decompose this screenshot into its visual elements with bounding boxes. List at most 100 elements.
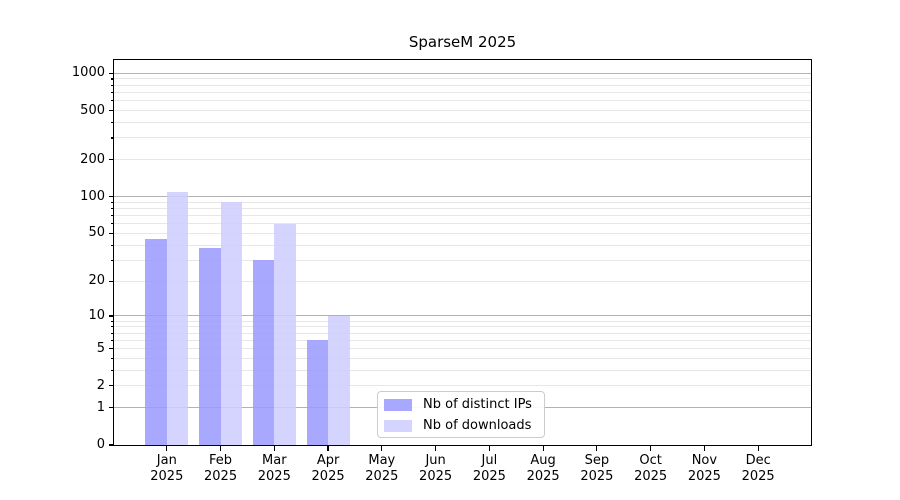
y-axis-minor-tick-800 [110,84,113,86]
gridline-minor-7 [114,332,811,334]
y-axis-tick-label-5: 5 [96,340,105,356]
y-axis-minor-tick-30 [110,259,113,261]
y-axis-tick-0 [108,444,113,446]
x-axis-tick-jan [166,446,168,451]
y-axis-tick-label-200: 200 [80,151,105,167]
y-axis-minor-tick-90 [110,201,113,203]
gridline-minor-90 [114,201,811,203]
legend-label-distinct-ips: Nb of distinct IPs [423,397,532,412]
legend-item-downloads: Nb of downloads [384,418,531,434]
x-axis-tick-label-mar: Mar 2025 [257,453,291,484]
gridline-minor-30 [114,259,811,261]
x-axis-tick-label-apr: Apr 2025 [311,453,345,484]
y-axis-minor-tick-3 [110,369,113,371]
x-axis-tick-may [381,446,383,451]
x-axis-tick-label-jun: Jun 2025 [419,453,453,484]
gridline-minor-4 [114,357,811,359]
y-axis-tick-20 [108,280,113,282]
y-axis-minor-tick-40 [110,244,113,246]
bar-downloads-apr [328,315,350,445]
y-axis-tick-label-2: 2 [96,377,105,393]
gridline-minor-70 [114,215,811,217]
x-axis-tick-sep [596,446,598,451]
bar-distinct-ips-feb [199,247,221,445]
x-axis-tick-dec [757,446,759,451]
x-axis-tick-apr [327,446,329,451]
gridline-minor-50 [114,232,811,234]
y-axis-tick-label-1: 1 [96,399,105,415]
y-axis-tick-label-500: 500 [80,102,105,118]
y-axis-minor-tick-400 [110,121,113,124]
chart-title: SparseM 2025 [408,33,517,51]
x-axis-tick-label-aug: Aug 2025 [526,453,560,484]
y-axis-minor-tick-900 [110,78,113,80]
x-axis-tick-label-feb: Feb 2025 [204,453,238,484]
legend-item-distinct-ips: Nb of distinct IPs [384,397,532,413]
gridline-minor-40 [114,244,811,246]
bar-distinct-ips-apr [306,340,329,445]
x-axis-tick-jul [488,446,490,451]
y-axis-tick-label-20: 20 [88,273,105,289]
gridline-minor-500 [114,110,811,111]
y-axis-tick-2 [108,385,113,387]
y-axis-minor-tick-60 [110,223,113,225]
y-axis-minor-tick-7 [110,332,113,334]
gridline-major-10 [114,315,811,317]
x-axis-tick-nov [703,446,705,451]
gridline-minor-20 [114,280,811,282]
gridline-minor-8 [114,326,811,328]
y-axis-minor-tick-700 [110,91,113,94]
y-axis-tick-10 [108,315,113,317]
y-axis-tick-label-50: 50 [88,225,105,241]
y-axis-minor-tick-70 [110,215,113,217]
x-axis-tick-mar [273,446,275,451]
x-axis-tick-label-nov: Nov 2025 [687,453,721,484]
legend-swatch-downloads [384,420,412,432]
x-axis-tick-label-sep: Sep 2025 [580,453,614,484]
y-axis-minor-tick-8 [110,326,113,328]
y-axis-tick-50 [108,232,113,235]
gridline-minor-60 [114,223,811,225]
gridline-minor-5 [114,348,811,350]
bar-downloads-mar [274,223,296,445]
y-axis-minor-tick-6 [110,339,113,341]
gridline-minor-800 [114,84,811,86]
y-axis-tick-5 [108,347,113,350]
y-axis-tick-500 [108,109,113,112]
y-axis-minor-tick-600 [110,100,113,102]
gridline-major-1000 [114,72,811,74]
gridline-minor-80 [114,208,811,210]
x-axis-tick-aug [542,446,544,451]
y-axis-tick-label-1000: 1000 [71,65,105,81]
gridline-minor-900 [114,78,811,80]
bar-distinct-ips-mar [252,260,275,445]
bar-distinct-ips-jan [145,238,167,445]
y-axis-minor-tick-300 [110,137,113,139]
gridline-minor-200 [114,159,811,161]
y-axis-minor-tick-4 [110,357,113,359]
x-axis-tick-label-dec: Dec 2025 [741,453,775,484]
x-axis-tick-label-jul: Jul 2025 [472,453,506,484]
legend-swatch-distinct-ips [384,399,412,411]
gridline-minor-6 [114,339,811,341]
gridline-minor-3 [114,369,811,371]
legend-label-downloads: Nb of downloads [423,418,532,433]
y-axis-tick-1 [108,407,113,409]
gridline-minor-700 [114,91,811,93]
y-axis-minor-tick-9 [110,320,113,322]
y-axis-tick-label-100: 100 [80,188,105,204]
gridline-minor-400 [114,121,811,123]
bar-downloads-jan [166,191,189,445]
gridline-minor-300 [114,137,811,139]
gridline-minor-9 [114,320,811,322]
x-axis-tick-feb [219,446,222,451]
legend: Nb of distinct IPs Nb of downloads [377,391,545,438]
y-axis-tick-200 [108,159,113,161]
x-axis-tick-label-jan: Jan 2025 [150,453,184,484]
gridline-major-100 [114,196,811,198]
x-axis-tick-oct [650,446,652,451]
y-axis-tick-1000 [108,72,113,74]
gridline-minor-2 [114,385,811,387]
x-axis-tick-label-oct: Oct 2025 [634,453,668,484]
